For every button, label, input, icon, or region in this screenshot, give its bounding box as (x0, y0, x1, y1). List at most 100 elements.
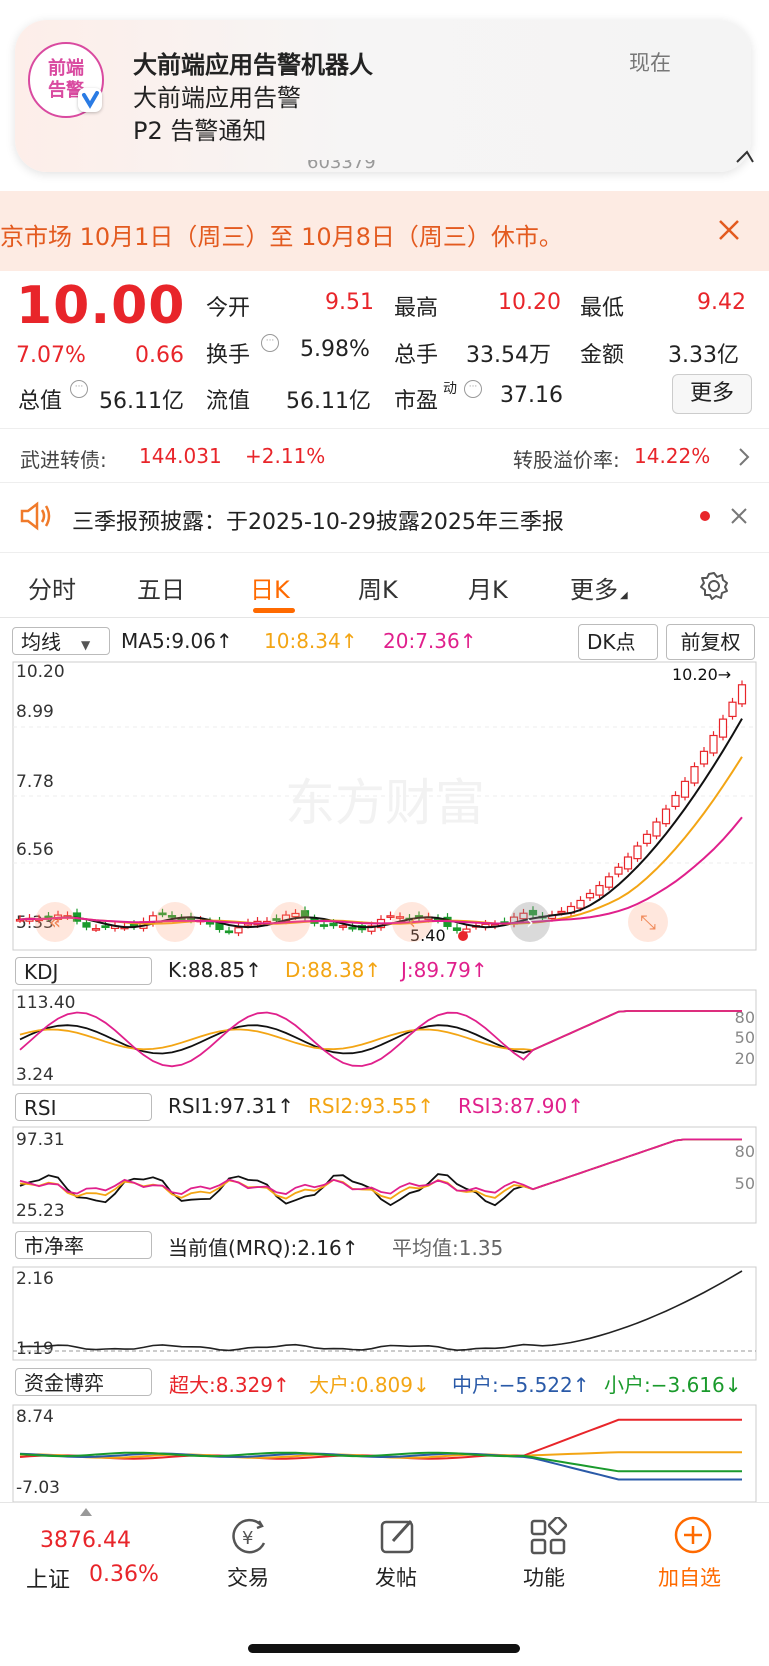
chart-nav-icon: › (526, 910, 534, 934)
trade-icon[interactable]: ¥ (228, 1517, 270, 1557)
rsi-selector[interactable]: RSI (15, 1093, 152, 1121)
candle-body (528, 909, 538, 916)
fund-small: 小户:−3.616↓ (604, 1373, 742, 1397)
candle-body (319, 924, 329, 927)
info-icon[interactable]: ··· (464, 380, 482, 398)
amount-value: 3.33亿 (668, 343, 739, 368)
gear-icon[interactable] (698, 570, 730, 602)
candle-body (557, 910, 566, 914)
more-button[interactable]: 更多 (672, 374, 752, 414)
min-marker (458, 931, 468, 941)
chart-nav-icon: ⤡ (640, 910, 656, 934)
fund-small-line (19, 1451, 742, 1473)
add-icon[interactable] (673, 1515, 713, 1555)
post-icon[interactable] (378, 1517, 418, 1557)
candle-body (82, 922, 91, 928)
candle-body (167, 915, 177, 918)
bottom-nav (0, 1502, 769, 1666)
tab-4[interactable]: 月K (468, 576, 508, 604)
tab-1[interactable]: 五日 (137, 576, 185, 604)
kdj-level: 80 (735, 1008, 755, 1027)
index-value[interactable]: 3876.44 (40, 1528, 131, 1553)
candle-body (234, 927, 243, 934)
candle-body (348, 926, 357, 930)
candle-body (338, 925, 348, 928)
fund-selector[interactable]: 资金博弈 (15, 1368, 152, 1396)
adjust-button[interactable]: 前复权 (666, 624, 755, 660)
kdj-selector[interactable]: KDJ (15, 957, 152, 985)
turnover-value: 5.98% (300, 337, 370, 362)
float-label: 流值 (206, 389, 251, 414)
tab-2[interactable]: 日K (250, 576, 290, 604)
change-percent: 7.07% (16, 343, 86, 368)
chart-nav-button (35, 902, 75, 942)
share-icon[interactable] (735, 140, 755, 165)
pe-value: 37.16 (500, 383, 563, 408)
candle-body (699, 750, 709, 765)
rsi2-value: RSI2:93.55↑ (308, 1094, 434, 1118)
index-percent: 0.36% (89, 1562, 159, 1587)
candle-body (614, 866, 623, 875)
tab-0[interactable]: 分时 (28, 576, 76, 604)
index-name[interactable]: 上证 (26, 1568, 71, 1593)
grid-icon[interactable] (528, 1515, 568, 1557)
fund-top: 8.74 (16, 1407, 54, 1427)
dk-selector[interactable]: DK点 (578, 624, 658, 660)
ma5-line (19, 718, 743, 929)
candle-body (585, 892, 595, 899)
caret-up-icon (80, 1508, 92, 1516)
candle-body (367, 925, 376, 932)
candle-body (623, 856, 633, 870)
chevron-right-icon[interactable] (737, 447, 751, 467)
pe-superscript: 动 (443, 381, 457, 397)
candle-body (452, 927, 462, 931)
nav-post-label[interactable]: 发帖 (375, 1566, 417, 1590)
svg-text:¥: ¥ (242, 1528, 253, 1549)
close-icon[interactable] (730, 507, 748, 525)
chart-nav-button (270, 902, 310, 942)
announcement-text[interactable]: 三季报预披露：于2025-10-29披露2025年三季报 (72, 510, 564, 535)
amount-label: 金额 (580, 343, 625, 368)
caret-icon: ◢ (620, 590, 628, 601)
mktcap-value: 56.11亿 (99, 389, 184, 414)
bond-name[interactable]: 武进转债: (20, 448, 107, 472)
nav-trade-label[interactable]: 交易 (227, 1566, 269, 1590)
change-amount: 0.66 (135, 343, 184, 368)
notification-card[interactable] (15, 20, 751, 172)
fund-super: 超大:8.329↑ (169, 1373, 290, 1397)
low-value: 9.42 (697, 290, 746, 315)
candle-body (101, 925, 110, 929)
kdj-bottom: 3.24 (16, 1065, 54, 1085)
pb-top: 2.16 (16, 1269, 54, 1289)
rsi3-line (19, 1138, 742, 1195)
nav-add-watch-label[interactable]: 加自选 (658, 1566, 721, 1590)
rsi2-line (19, 1138, 742, 1200)
nav-function-label[interactable]: 功能 (523, 1566, 565, 1590)
tab-5[interactable]: 更多 ◢ (570, 576, 628, 604)
pb-selector[interactable]: 市净率 (15, 1231, 152, 1259)
mktcap-label: 总值 (18, 389, 63, 414)
info-icon[interactable]: ··· (70, 380, 88, 398)
kdj-k: K:88.85↑ (168, 958, 262, 982)
candle-body (633, 845, 642, 860)
home-indicator (248, 1644, 520, 1653)
kdj-selector-label: KDJ (24, 960, 59, 984)
dk-label: DK点 (587, 630, 636, 654)
candle-body (329, 922, 338, 927)
kdj-j-line (19, 1010, 742, 1068)
pb-selector-label: 市净率 (24, 1234, 84, 1258)
ma-selector[interactable]: 均线 ▼ (12, 627, 110, 655)
chart-nav-icon: ‹ (408, 910, 416, 934)
candle-body (91, 928, 101, 931)
tab-3[interactable]: 周K (358, 576, 398, 604)
notification-app-logo: 前端 告警 (28, 42, 104, 118)
high-label: 最高 (394, 296, 439, 321)
price-tick: 6.56 (16, 840, 54, 860)
logo-text-2: 告警 (48, 80, 84, 101)
close-icon[interactable] (717, 218, 741, 242)
fund-selector-label: 资金博弈 (24, 1371, 104, 1395)
candle-body (291, 912, 300, 918)
info-icon[interactable]: ··· (261, 334, 279, 352)
bond-change: +2.11% (245, 444, 326, 468)
